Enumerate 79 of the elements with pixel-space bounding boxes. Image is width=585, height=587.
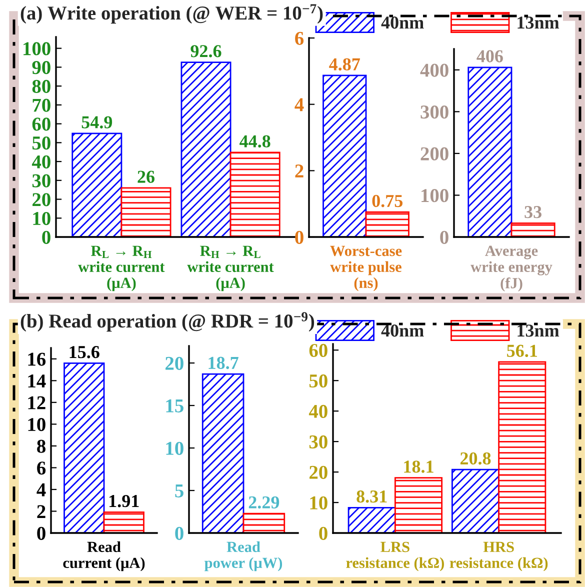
bar — [180, 62, 232, 237]
data-label: 2.29 — [248, 496, 280, 509]
y-tick-label: 12 — [28, 396, 46, 410]
y-tick-label: 60 — [309, 344, 328, 358]
legend-label: 13nm — [518, 324, 560, 337]
data-label: 26 — [138, 170, 154, 183]
x-tick-label: HRS resistance (kΩ) — [450, 542, 548, 572]
bar — [348, 506, 396, 533]
data-label: 56.1 — [507, 344, 537, 358]
data-label: 406 — [476, 50, 503, 62]
data-label: 20.8 — [460, 452, 491, 465]
data-label: 8.31 — [356, 490, 387, 503]
data-label: 15.6 — [70, 346, 100, 358]
y-tick-label: 100 — [24, 42, 50, 56]
y-tick-label: 30 — [32, 174, 50, 188]
y-tick-label: 20 — [32, 193, 50, 206]
y-tick-label: 5 — [175, 484, 184, 498]
data-label: 18.1 — [404, 460, 434, 473]
chart-title: (b) Read operation (@ RDR = 10$^{−9}$) — [20, 312, 314, 332]
y-tick-label: 10 — [310, 496, 328, 510]
y-tick-label: 14 — [28, 374, 46, 388]
data-label: 1.91 — [110, 495, 139, 508]
y-tick-label: 6 — [295, 32, 304, 45]
data-label: 18.7 — [208, 356, 238, 370]
bar — [120, 187, 172, 237]
y-tick-label: 0 — [295, 230, 304, 244]
y-tick-label: 100 — [422, 189, 448, 202]
y-tick-label: 300 — [420, 105, 448, 119]
y-tick-label: 0 — [42, 230, 50, 244]
data-label: 92.6 — [190, 45, 222, 58]
y-tick-label: 400 — [420, 64, 448, 77]
y-tick-label: 30 — [309, 435, 328, 448]
legend-label: 40nm — [381, 16, 424, 29]
y-tick-label: 80 — [32, 80, 50, 93]
y-tick-label: 2 — [295, 164, 304, 178]
x-tick-label: R$_{L}$ → R$_{H}$ write current (μA) — [78, 246, 165, 292]
bar — [498, 361, 546, 533]
data-label: 44.8 — [240, 135, 270, 148]
y-tick-label: 70 — [32, 98, 50, 112]
y-tick-label: 8 — [37, 440, 46, 453]
y-tick-label: 0 — [175, 526, 184, 540]
chart-title: (a) Write operation (@ WER = 10$^{−7}$) — [20, 4, 323, 24]
y-tick-label: 16 — [28, 352, 46, 366]
y-tick-label: 50 — [32, 136, 50, 150]
y-tick-label: 6 — [37, 462, 46, 475]
x-tick-label: Average write energy (fJ) — [470, 246, 552, 292]
y-tick-label: 10 — [28, 418, 46, 432]
legend-label: 40nm — [381, 324, 424, 337]
y-tick-label: 10 — [33, 212, 50, 226]
y-tick-label: 20 — [310, 466, 328, 479]
y-tick-label: 0 — [440, 230, 448, 244]
data-label: 0.75 — [372, 194, 403, 208]
data-label: 33 — [524, 206, 542, 218]
x-tick-label: Worst-case write pulse (ns) — [330, 246, 402, 292]
y-tick-label: 4 — [294, 98, 304, 112]
y-tick-label: 50 — [309, 374, 328, 388]
y-tick-label: 40 — [308, 404, 328, 418]
y-tick-label: 2 — [37, 505, 46, 518]
bar — [72, 132, 122, 237]
y-tick-label: 4 — [36, 483, 46, 496]
y-tick-label: 200 — [420, 147, 448, 160]
legend-label: 13nm — [518, 16, 560, 29]
x-tick-label: Read current (μA) — [63, 541, 145, 572]
y-tick-label: 10 — [166, 442, 184, 455]
data-label: 54.9 — [82, 116, 112, 128]
bar — [230, 152, 280, 237]
x-tick-label: LRS resistance (kΩ) — [346, 542, 444, 572]
data-label: 4.87 — [329, 58, 360, 70]
bar — [394, 477, 443, 533]
x-tick-label: Read power (μW) — [204, 541, 282, 572]
x-tick-label: R$_{H}$ → R$_{L}$ write current (μA) — [187, 246, 274, 292]
y-tick-label: 40 — [32, 155, 50, 168]
y-tick-label: 15 — [166, 399, 184, 412]
y-tick-label: 90 — [32, 61, 50, 74]
bar — [451, 468, 500, 533]
y-tick-label: 0 — [319, 526, 328, 540]
y-tick-label: 0 — [37, 526, 46, 540]
y-tick-label: 20 — [166, 356, 184, 370]
y-tick-label: 60 — [32, 118, 50, 131]
